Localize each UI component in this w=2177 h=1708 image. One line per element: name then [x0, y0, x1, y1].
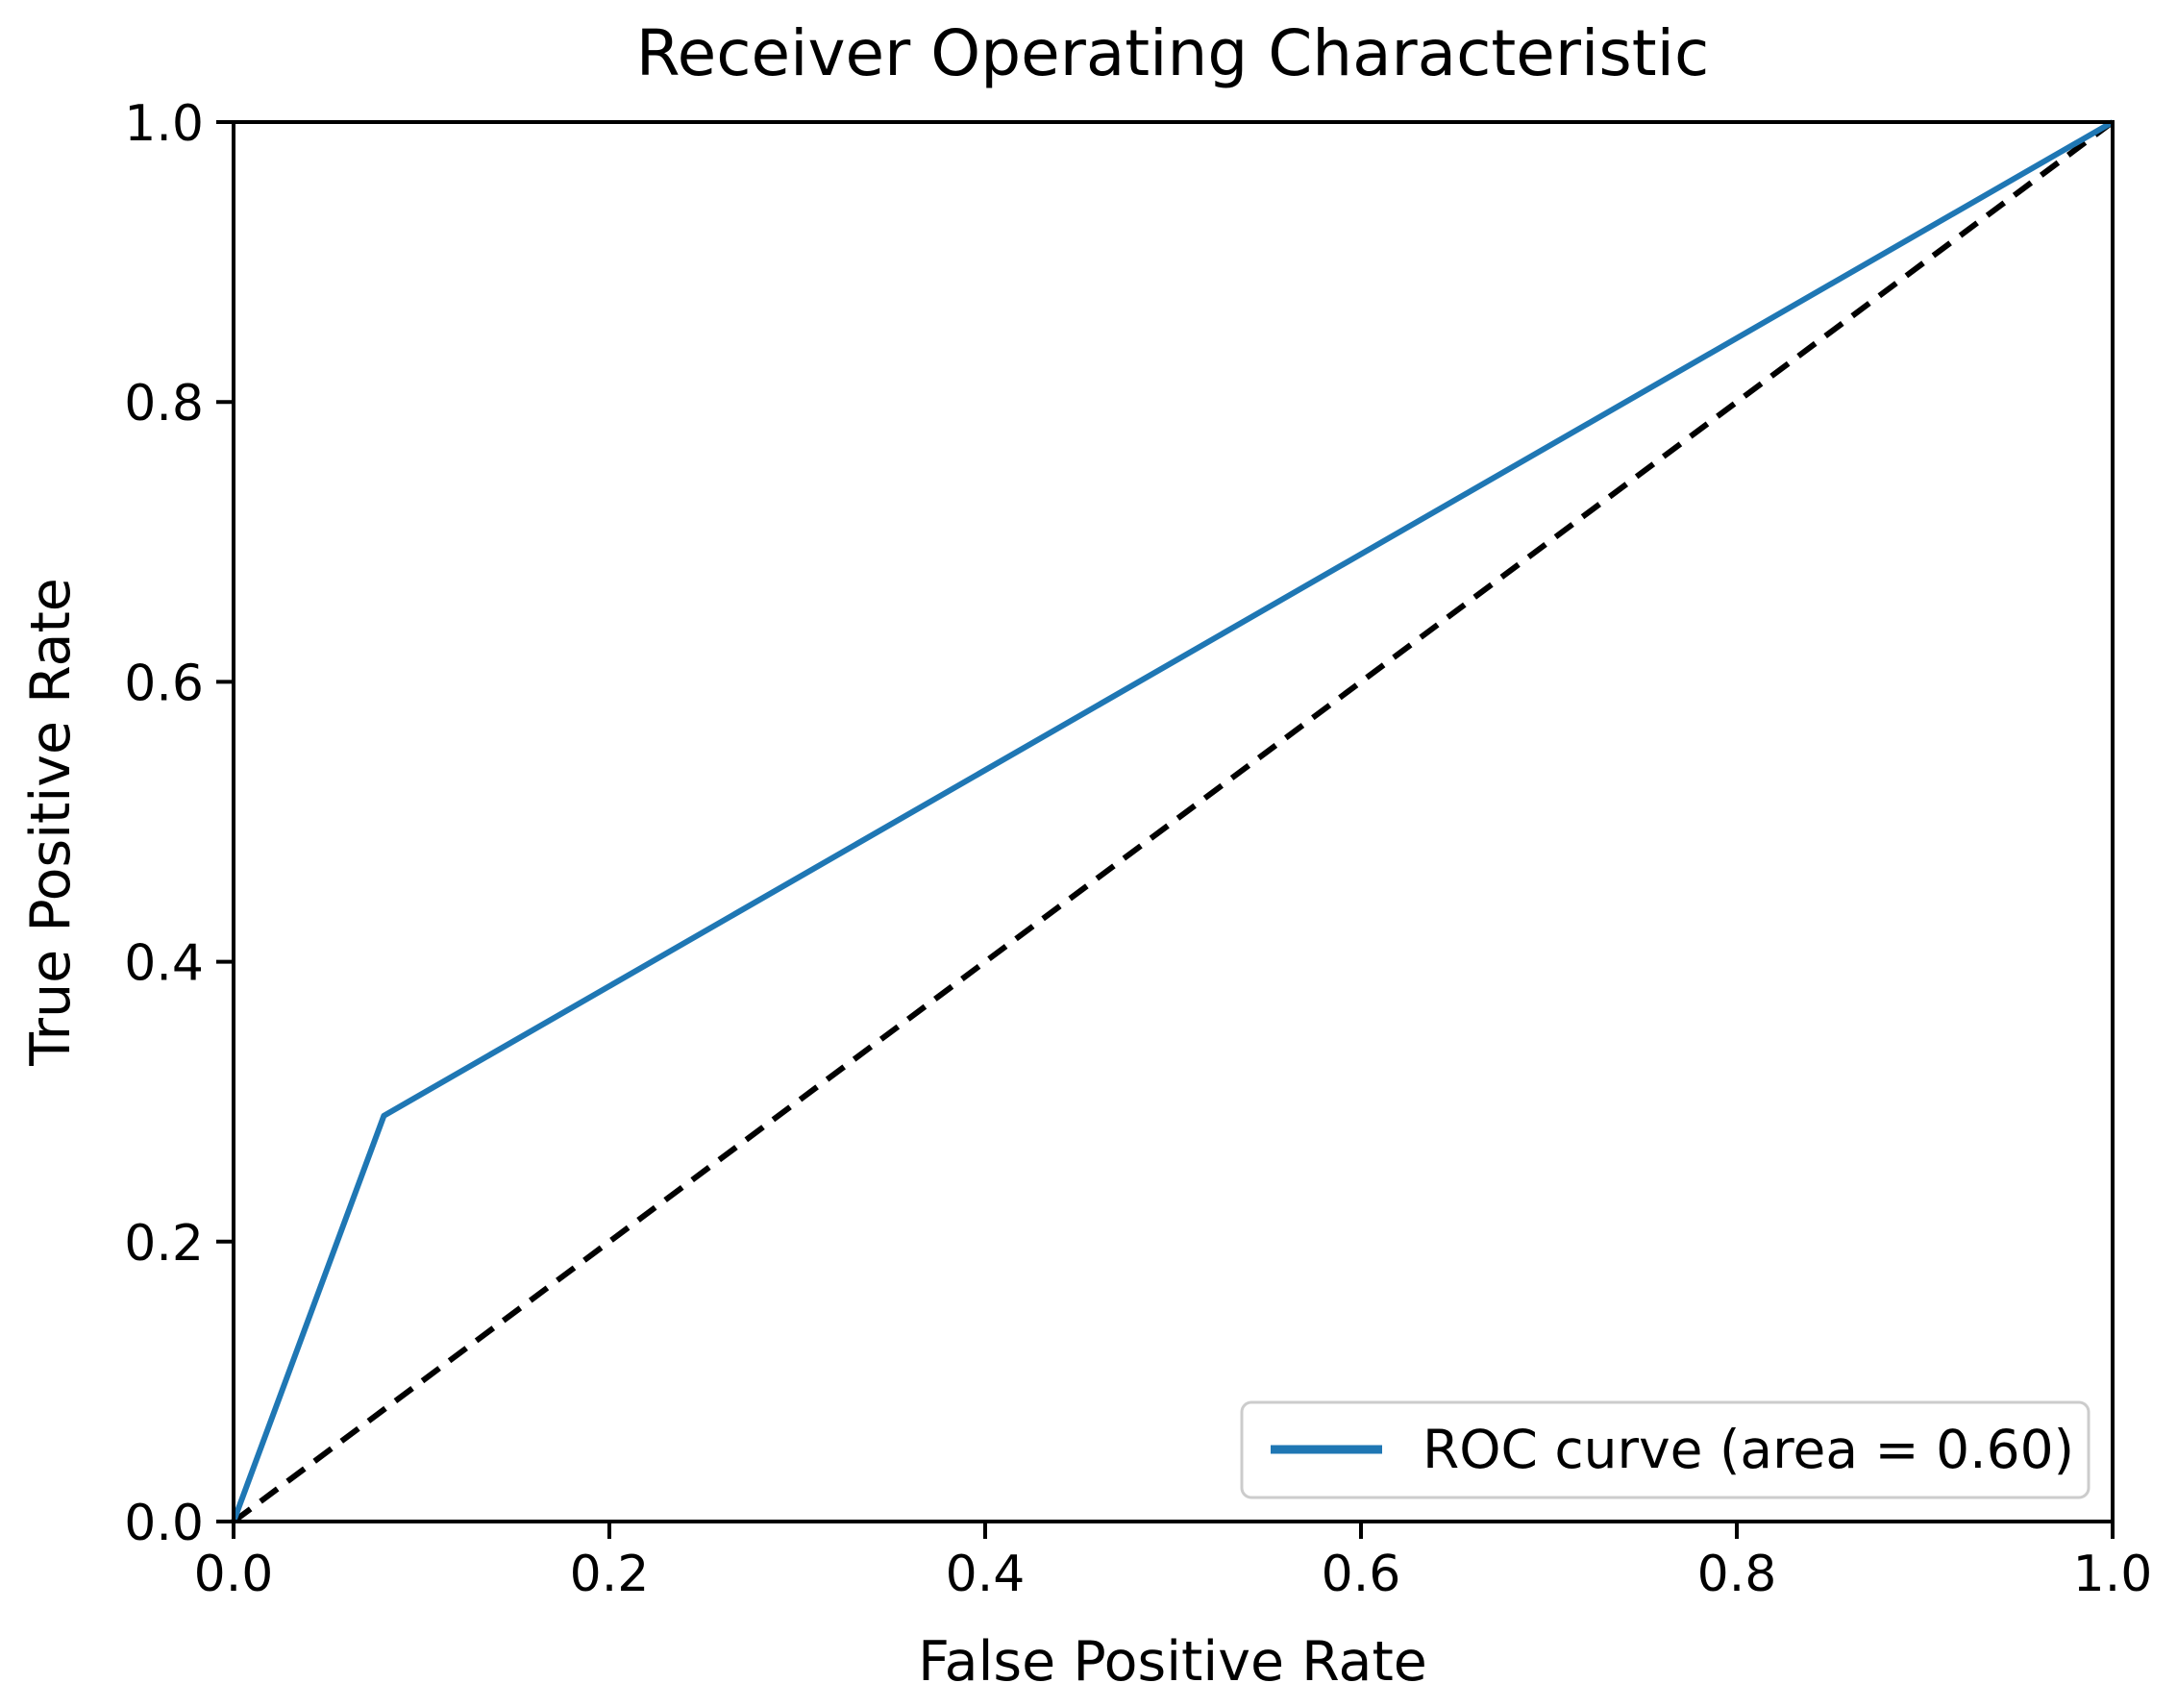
x-tick-label: 1.0: [2073, 1546, 2153, 1603]
chart-title: Receiver Operating Characteristic: [636, 16, 1710, 90]
y-tick-label: 1.0: [124, 95, 204, 153]
x-tick-label: 0.8: [1697, 1546, 1777, 1603]
chance-diagonal-line: [232, 119, 2115, 1524]
y-axis-label: True Positive Rate: [19, 578, 83, 1067]
x-axis-label: False Positive Rate: [918, 1630, 1427, 1694]
x-axis-ticks: 0.0 0.2 0.4 0.6 0.8 1.0: [194, 1522, 2153, 1603]
y-tick-label: 0.8: [124, 375, 204, 433]
series-group: [231, 119, 2115, 1524]
x-tick-label: 0.2: [570, 1546, 650, 1603]
x-tick-label: 0.0: [194, 1546, 274, 1603]
legend: ROC curve (area = 0.60): [1240, 1400, 2090, 1499]
y-tick-label: 0.2: [124, 1215, 204, 1273]
x-tick-label: 0.6: [1322, 1546, 1401, 1603]
x-tick-label: 0.4: [946, 1546, 1026, 1603]
y-tick-label: 0.6: [124, 655, 204, 712]
y-axis-ticks: 0.0 0.2 0.4 0.6 0.8 1.0: [124, 95, 234, 1552]
roc-curve-line: [231, 119, 2115, 1523]
y-tick-label: 0.0: [124, 1495, 204, 1552]
y-tick-label: 0.4: [124, 935, 204, 993]
legend-box: [1240, 1400, 2090, 1499]
plot-area: [232, 120, 2115, 1523]
legend-label: ROC curve (area = 0.60): [1422, 1419, 2074, 1480]
